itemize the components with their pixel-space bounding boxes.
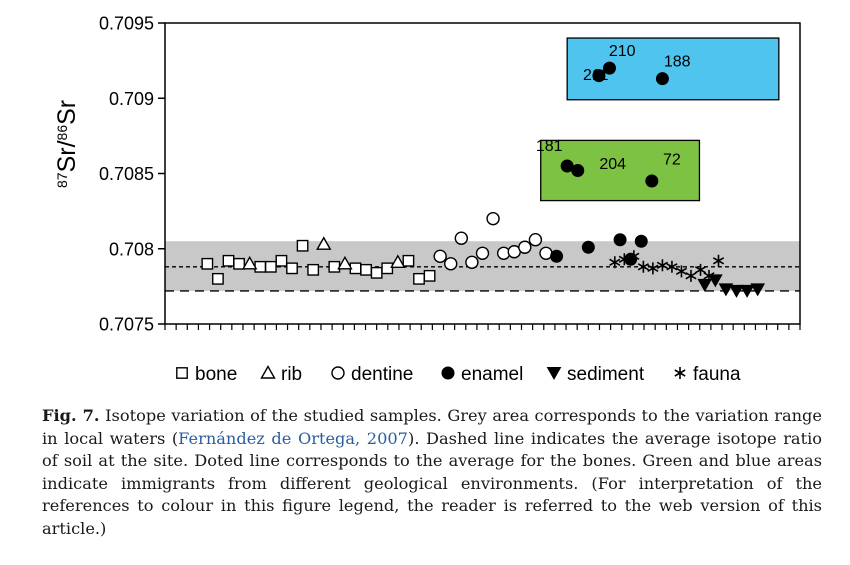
rib-legend-label: rib: [281, 364, 302, 385]
bone-point: [264, 260, 277, 273]
sediment-point: [718, 283, 734, 297]
dentine-point: [444, 257, 458, 271]
fauna-point: [618, 253, 630, 266]
sediment-point: [697, 278, 713, 292]
bone-point: [402, 254, 415, 267]
rib-point: [241, 255, 258, 270]
fauna-point: [685, 269, 697, 282]
dentine-point: [475, 246, 490, 260]
bone-point: [296, 239, 309, 252]
bone-point: [381, 262, 394, 275]
bone-point: [360, 263, 372, 276]
sediment-point: [750, 283, 766, 297]
rib-point: [337, 255, 353, 270]
annotation-label: 211: [583, 67, 609, 84]
fauna-point: [647, 262, 659, 275]
bone-point: [413, 272, 425, 285]
legend: bone rib dentine enamel sediment fauna: [176, 364, 741, 385]
bone-point: [201, 257, 214, 270]
enamel-point: [613, 233, 627, 247]
fauna-legend-symbol: [674, 367, 686, 379]
caption-text-pre: Isotope variation of the studied samples…: [42, 406, 822, 448]
enamel-point: [592, 69, 606, 83]
bone-legend-label: bone: [195, 364, 237, 385]
annotation-label: 72: [663, 151, 681, 168]
chart: 0.7075 0.708 0.7085 0.709 0.7095 87Sr/86Sr 2…: [53, 14, 801, 385]
enamel-point: [581, 240, 595, 254]
enamel-point: [603, 61, 616, 75]
enamel-legend-symbol: [441, 366, 455, 380]
bone-point: [254, 260, 267, 273]
dentine-point: [465, 255, 479, 269]
y-label-iso-87: 87: [54, 172, 70, 188]
x-axis: [164, 324, 801, 330]
rib-point: [316, 236, 332, 250]
fauna-point: [675, 265, 688, 278]
fauna-legend-label: fauna: [693, 364, 741, 385]
sediment-legend-label: sediment: [567, 364, 645, 385]
fauna-point: [637, 260, 649, 273]
y-axis: 0.7075 0.708 0.7085 0.709 0.7095: [99, 14, 165, 335]
enamel-point: [571, 163, 585, 177]
bone-point: [275, 254, 288, 267]
dentine-legend-label: dentine: [351, 364, 413, 385]
dentine-point: [518, 240, 532, 254]
fauna-point: [666, 260, 678, 273]
y-tick-label: 0.7095: [99, 14, 154, 34]
bone-point: [212, 272, 224, 285]
annotation-label: 181: [536, 138, 563, 155]
blue-immigrant-box: [566, 37, 780, 101]
fauna-point: [694, 263, 707, 276]
sediment-point: [739, 284, 755, 298]
y-tick-label: 0.7075: [99, 315, 154, 335]
annotation-label: 210: [609, 43, 636, 60]
bone-legend-symbol: [176, 367, 188, 379]
data-points: [201, 61, 766, 298]
sediment-legend-symbol: [546, 367, 562, 381]
dentine-point: [433, 249, 447, 263]
y-tick-label: 0.709: [109, 89, 154, 109]
dentine-point: [528, 233, 543, 247]
annotation-label: 204: [599, 156, 626, 173]
dentine-legend-symbol: [331, 366, 345, 380]
bone-point: [307, 263, 320, 276]
caption-text-post: ). Dashed line indicates the average iso…: [42, 428, 823, 538]
fauna-point: [609, 256, 621, 269]
enamel-point: [655, 72, 669, 86]
y-label-iso-86: 86: [54, 125, 70, 141]
y-label-sr-2: Sr: [53, 100, 81, 125]
fauna-point: [628, 250, 640, 263]
enamel-legend-label: enamel: [461, 364, 523, 385]
fauna-point: [656, 259, 669, 272]
y-tick-label: 0.708: [109, 239, 154, 259]
bone-point: [370, 266, 383, 279]
rib-point: [390, 254, 406, 268]
caption-reference-link[interactable]: Fernández de Ortega, 2007: [178, 428, 408, 448]
bone-point: [286, 262, 298, 275]
fauna-point: [712, 254, 725, 267]
caption-fig-label: Fig. 7.: [42, 406, 100, 425]
rib-legend-symbol: [260, 365, 276, 379]
bone-point: [423, 269, 436, 282]
enamel-point: [645, 174, 659, 188]
bone-point: [233, 257, 245, 270]
enamel-point: [634, 234, 648, 248]
y-label-sr-1: Sr/: [53, 140, 81, 172]
fauna-point: [703, 269, 715, 282]
dentine-point: [454, 231, 469, 245]
y-tick-label: 0.7085: [99, 164, 154, 184]
annotation-label: 188: [664, 54, 691, 71]
y-axis-label: 87Sr/86Sr: [53, 100, 81, 188]
bone-point: [222, 254, 235, 267]
enamel-point: [550, 249, 564, 263]
bone-point: [328, 260, 341, 273]
dentine-point: [486, 211, 500, 226]
sediment-point: [729, 284, 744, 298]
figure-caption: Fig. 7. Isotope variation of the studied…: [42, 405, 822, 540]
